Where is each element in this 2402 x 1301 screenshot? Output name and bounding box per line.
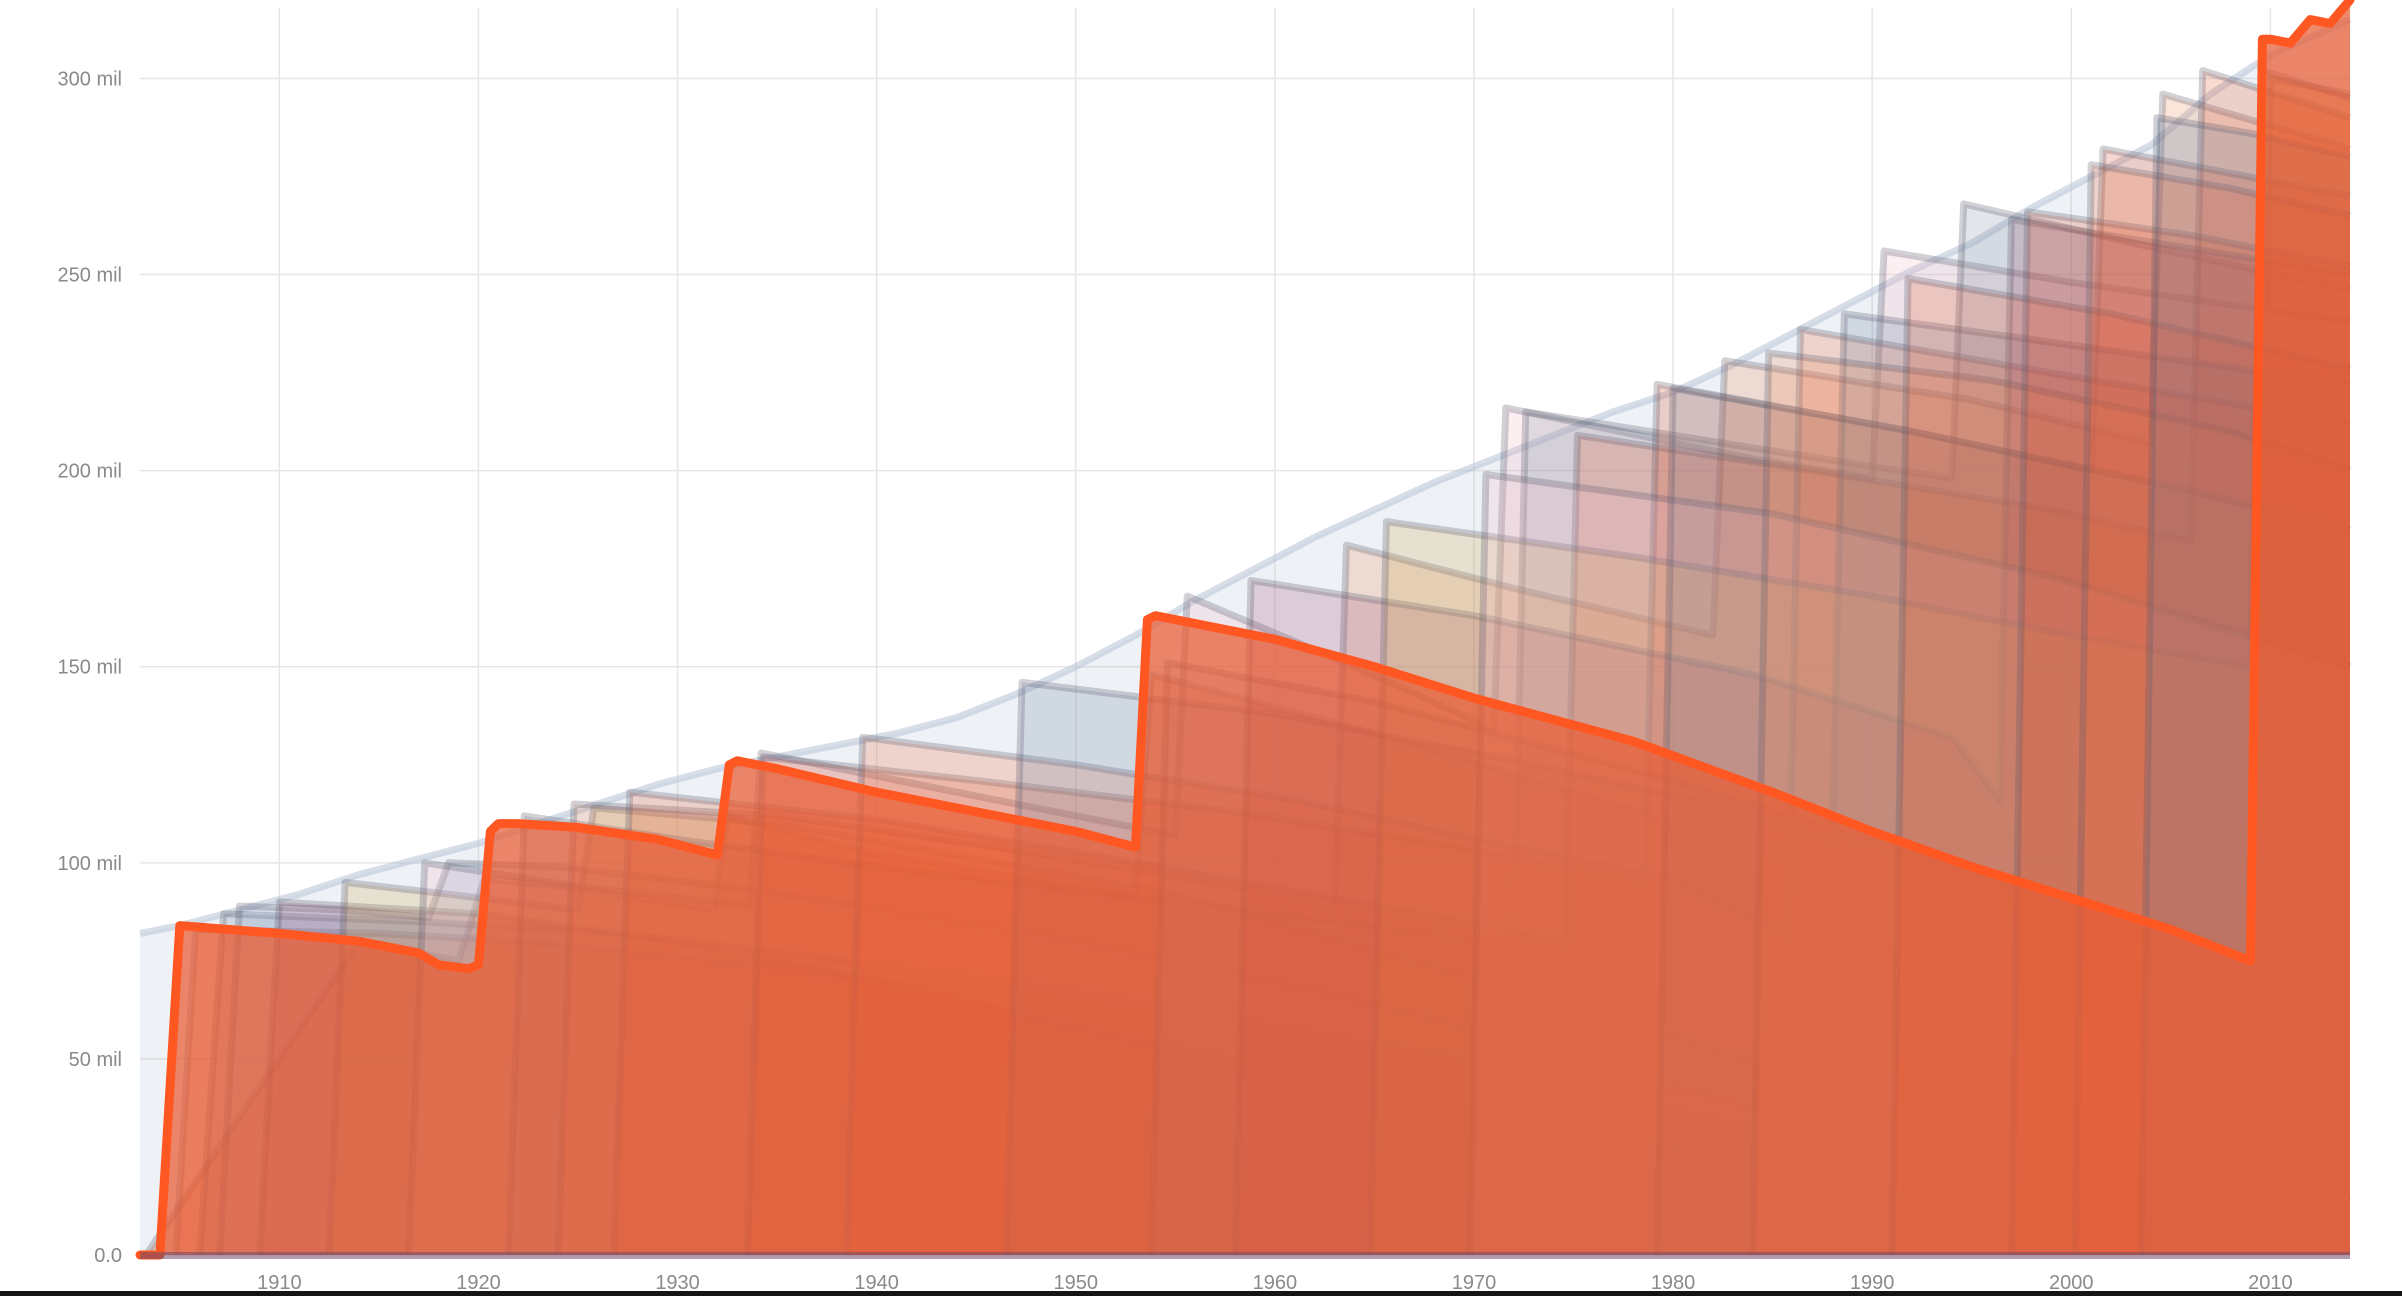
x-tick-label: 2000 bbox=[2049, 1272, 2094, 1294]
highlight-series-line bbox=[135, 0, 2355, 1260]
y-tick-label: 200 mil bbox=[58, 461, 122, 483]
series-line-18 bbox=[1653, 384, 2351, 1256]
x-tick-label: 1920 bbox=[456, 1272, 501, 1294]
highlight-series-area bbox=[140, 0, 2350, 1255]
x-tick-label: 2010 bbox=[2248, 1272, 2293, 1294]
series-line-20 bbox=[1888, 275, 2351, 1256]
x-tick-label: 1980 bbox=[1651, 1272, 1696, 1294]
x-tick-label: 1950 bbox=[1054, 1272, 1099, 1294]
x-tick-label: 1940 bbox=[854, 1272, 899, 1294]
y-tick-label: 50 mil bbox=[69, 1049, 122, 1071]
axis-labels: 0.0 50 mil 100 mil 150 mil 200 mil 250 mil 300… bbox=[58, 68, 2293, 1294]
x-tick-label: 1990 bbox=[1850, 1272, 1895, 1294]
y-tick-label: 150 mil bbox=[58, 657, 122, 679]
y-tick-label: 300 mil bbox=[58, 68, 122, 90]
y-tick-label: 100 mil bbox=[58, 853, 122, 875]
series-line-15 bbox=[1231, 216, 2351, 1256]
bottom-border bbox=[0, 1291, 2402, 1296]
y-tick-label: 250 mil bbox=[58, 265, 122, 287]
x-tick-label: 1910 bbox=[257, 1272, 302, 1294]
x-tick-label: 1960 bbox=[1253, 1272, 1298, 1294]
highlight-series-layer bbox=[135, 0, 2355, 1260]
y-tick-label: 0.0 bbox=[94, 1245, 122, 1267]
x-tick-label: 1930 bbox=[655, 1272, 700, 1294]
baseline bbox=[140, 1252, 2350, 1259]
baseline-band bbox=[140, 1252, 2350, 1259]
x-tick-label: 1970 bbox=[1452, 1272, 1497, 1294]
